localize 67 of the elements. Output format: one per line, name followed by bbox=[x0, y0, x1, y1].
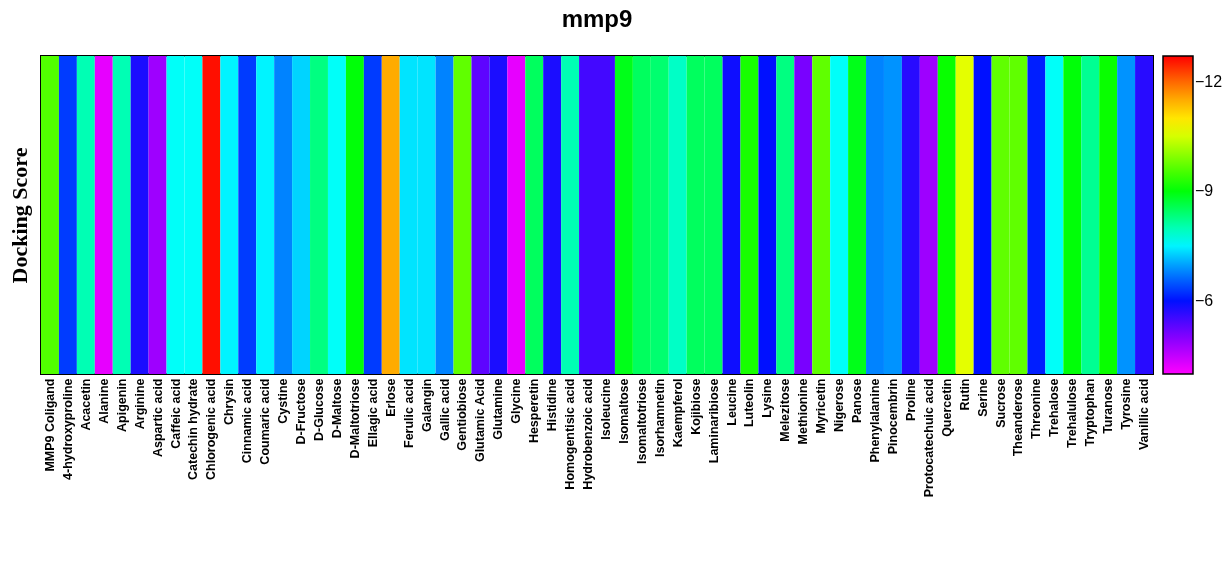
x-tick-label: Trehalulose bbox=[1065, 378, 1080, 448]
x-tick-label: Histidine bbox=[545, 378, 560, 432]
x-tick-label: Hesperetin bbox=[527, 378, 542, 444]
color-bar-label: −6 bbox=[1195, 291, 1214, 309]
x-tick-label: Isorhamnetin bbox=[652, 378, 667, 457]
x-tick-label: Ferulic acid bbox=[401, 378, 416, 448]
x-tick-label: Lysine bbox=[760, 378, 775, 418]
x-tick-label: Coumaric acid bbox=[258, 378, 273, 465]
x-tick-label: Homogentisic acid bbox=[563, 378, 578, 490]
x-tick-label: Galangin bbox=[419, 378, 434, 432]
x-tick-label: Serine bbox=[975, 378, 990, 417]
x-tick-label: Tryptophan bbox=[1083, 378, 1098, 447]
x-tick-label: Methionine bbox=[796, 378, 811, 445]
x-tick-label: Melezitose bbox=[778, 378, 793, 442]
x-tick-label: Protocatechuic acid bbox=[921, 378, 936, 498]
x-tick-label: Kojibiose bbox=[688, 378, 703, 435]
x-tick-label: D-Fructose bbox=[294, 378, 309, 445]
x-tick-label: Panose bbox=[850, 378, 865, 423]
x-tick-label: Arginine bbox=[132, 378, 147, 430]
color-bar-label: −9 bbox=[1195, 182, 1214, 200]
x-tick-label: Isomaltotriose bbox=[634, 378, 649, 464]
x-tick-label: Laminaribiose bbox=[706, 378, 721, 464]
x-tick-label: Isoleucine bbox=[598, 378, 613, 440]
color-bar-label: −12 bbox=[1195, 72, 1223, 90]
x-tick-label: Threonine bbox=[1029, 378, 1044, 439]
x-tick-label: 4-hydroxyproline bbox=[60, 378, 75, 480]
x-tick-label: Acacetin bbox=[78, 378, 93, 431]
x-tick-label: Glutamic Acid bbox=[473, 378, 488, 463]
x-tick-label: D-Maltotriose bbox=[347, 378, 362, 459]
x-tick-label: Theanderose bbox=[1011, 378, 1026, 457]
x-tick-label: Quercetin bbox=[939, 378, 954, 437]
x-tick-label: Ellagic acid bbox=[365, 378, 380, 448]
y-axis-title: Docking Score bbox=[6, 147, 32, 284]
x-tick-label: Cystine bbox=[276, 378, 291, 424]
x-tick-label: D-Glucose bbox=[312, 378, 326, 442]
x-tick-label: Rutin bbox=[957, 378, 972, 411]
x-tick-label: Turanose bbox=[1101, 378, 1116, 434]
x-tick-label: Chlorogenic acid bbox=[204, 378, 219, 480]
x-tick-label: Luteolin bbox=[742, 378, 757, 428]
x-tick-label: Sucrose bbox=[993, 378, 1008, 428]
x-tick-label: Trehalose bbox=[1047, 378, 1062, 437]
x-tick-label: Myricetin bbox=[814, 378, 829, 434]
x-tick-label: Erlose bbox=[383, 378, 398, 417]
x-tick-label: MMP9 Coligand bbox=[42, 378, 57, 472]
x-tick-label: Gallic acid bbox=[437, 378, 452, 442]
x-tick-label: Nigerose bbox=[832, 378, 847, 432]
x-tick-label: Glycine bbox=[509, 378, 524, 424]
x-tick-label: Proline bbox=[903, 378, 918, 421]
x-tick-label: Gentiobiose bbox=[455, 378, 470, 451]
x-tick-label: Glutamine bbox=[491, 378, 506, 440]
x-tick-label: D-Maltose bbox=[329, 378, 344, 439]
x-tick-label: Kaempferol bbox=[670, 378, 685, 448]
x-tick-label: Pinocembrin bbox=[885, 378, 900, 455]
x-tick-label: Cinnamic acid bbox=[240, 378, 255, 464]
x-tick-label: Hydrobenzoic acid bbox=[581, 378, 596, 490]
x-tick-label: Catechin hydrate bbox=[186, 378, 201, 480]
x-tick-label: Chrysin bbox=[222, 378, 237, 426]
x-tick-label: Leucine bbox=[724, 378, 739, 426]
chart-title: mmp9 bbox=[561, 5, 633, 32]
x-tick-label: Apigenin bbox=[114, 378, 129, 432]
x-tick-label: Tyrosine bbox=[1119, 378, 1134, 430]
x-tick-label: Phenylalanine bbox=[868, 378, 882, 463]
x-tick-label: Vanillic acid bbox=[1137, 378, 1152, 451]
x-tick-label: Alanine bbox=[96, 378, 111, 424]
x-tick-label: Isomaltose bbox=[616, 378, 631, 444]
x-tick-label: Caffeic acid bbox=[168, 378, 183, 449]
x-tick-label: Aspartic acid bbox=[150, 378, 165, 458]
